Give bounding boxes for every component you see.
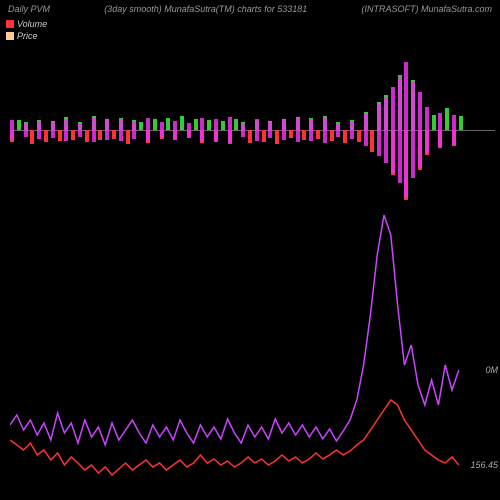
volume-bar [262, 130, 266, 142]
volume-bar [330, 130, 334, 141]
volume-bar [445, 108, 449, 130]
volume-bar [112, 130, 116, 139]
volume-bar [357, 130, 361, 142]
volume-bar [71, 130, 75, 140]
volume-bar [316, 130, 320, 139]
overlay-bar [24, 123, 28, 137]
header-right: (INTRASOFT) MunafaSutra.com [361, 4, 492, 14]
overlay-bar [309, 119, 313, 141]
overlay-bar [173, 121, 177, 139]
volume-bar [289, 130, 293, 138]
volume-bar [370, 130, 374, 152]
overlay-bar [64, 119, 68, 141]
chart-header: Daily PVM (3day smooth) MunafaSutra(TM) … [0, 0, 500, 18]
volume-bar [153, 119, 157, 130]
volume-bar [302, 130, 306, 140]
overlay-bar [425, 107, 429, 153]
volume-bar [85, 130, 89, 142]
overlay-bar [350, 121, 354, 139]
overlay-bar [255, 119, 259, 141]
volume-bar [459, 116, 463, 130]
overlay-bar [78, 123, 82, 137]
header-left: Daily PVM [8, 4, 50, 14]
volume-bar [207, 120, 211, 130]
price-end-label: 156.45 [470, 460, 498, 470]
legend-price: Price [6, 30, 47, 42]
overlay-bar [452, 115, 456, 145]
overlay-bar [268, 122, 272, 138]
volume-bar [194, 119, 198, 130]
volume-bar [248, 130, 252, 143]
overlay-bar [404, 62, 408, 198]
volume-end-label: 0M [485, 365, 498, 375]
overlay-bar [228, 117, 232, 143]
volume-bar [58, 130, 62, 141]
overlay-bar [377, 104, 381, 156]
overlay-bar [51, 122, 55, 138]
legend: Volume Price [6, 18, 47, 42]
overlay-bar [398, 77, 402, 183]
legend-volume-label: Volume [17, 18, 47, 30]
volume-bar [343, 130, 347, 143]
volume-bar [126, 130, 130, 144]
overlay-bar [411, 82, 415, 178]
overlay-bar [336, 123, 340, 137]
volume-bar [166, 118, 170, 130]
volume-bar [432, 115, 436, 130]
price-swatch [6, 32, 14, 40]
overlay-bar [391, 87, 395, 173]
overlay-bar [282, 120, 286, 140]
overlay-bar [160, 122, 164, 138]
volume-bar [17, 120, 21, 130]
overlay-bar [364, 114, 368, 146]
overlay-bar [37, 121, 41, 139]
overlay-bar [323, 117, 327, 143]
legend-price-label: Price [17, 30, 38, 42]
volume-bar [98, 130, 102, 140]
overlay-bar [132, 121, 136, 139]
volume-bar [234, 119, 238, 130]
volume-panel [10, 55, 470, 205]
header-center: (3day smooth) MunafaSutra(TM) charts for… [104, 4, 307, 14]
overlay-bar [105, 120, 109, 140]
volume-bar [44, 130, 48, 142]
volume-bar [30, 130, 34, 144]
overlay-bar [241, 123, 245, 137]
overlay-bar [214, 119, 218, 141]
volume-bar [221, 121, 225, 130]
volume-bar [180, 116, 184, 130]
overlay-bar [418, 92, 422, 168]
overlay-bar [187, 123, 191, 137]
overlay-bar [200, 118, 204, 142]
overlay-bar [119, 119, 123, 141]
overlay-bar [438, 113, 442, 147]
overlay-bar [296, 118, 300, 142]
volume-swatch [6, 20, 14, 28]
overlay-bar [384, 97, 388, 163]
legend-volume: Volume [6, 18, 47, 30]
overlay-bar [92, 118, 96, 142]
chart-area: 0M 156.45 [10, 55, 470, 490]
volume-bar [275, 130, 279, 144]
volume-bar [139, 122, 143, 130]
volume-baseline [10, 130, 495, 131]
price-lines [10, 205, 470, 485]
overlay-bar [146, 118, 150, 142]
overlay-bar [10, 120, 14, 140]
price-panel: 0M 156.45 [10, 205, 470, 485]
